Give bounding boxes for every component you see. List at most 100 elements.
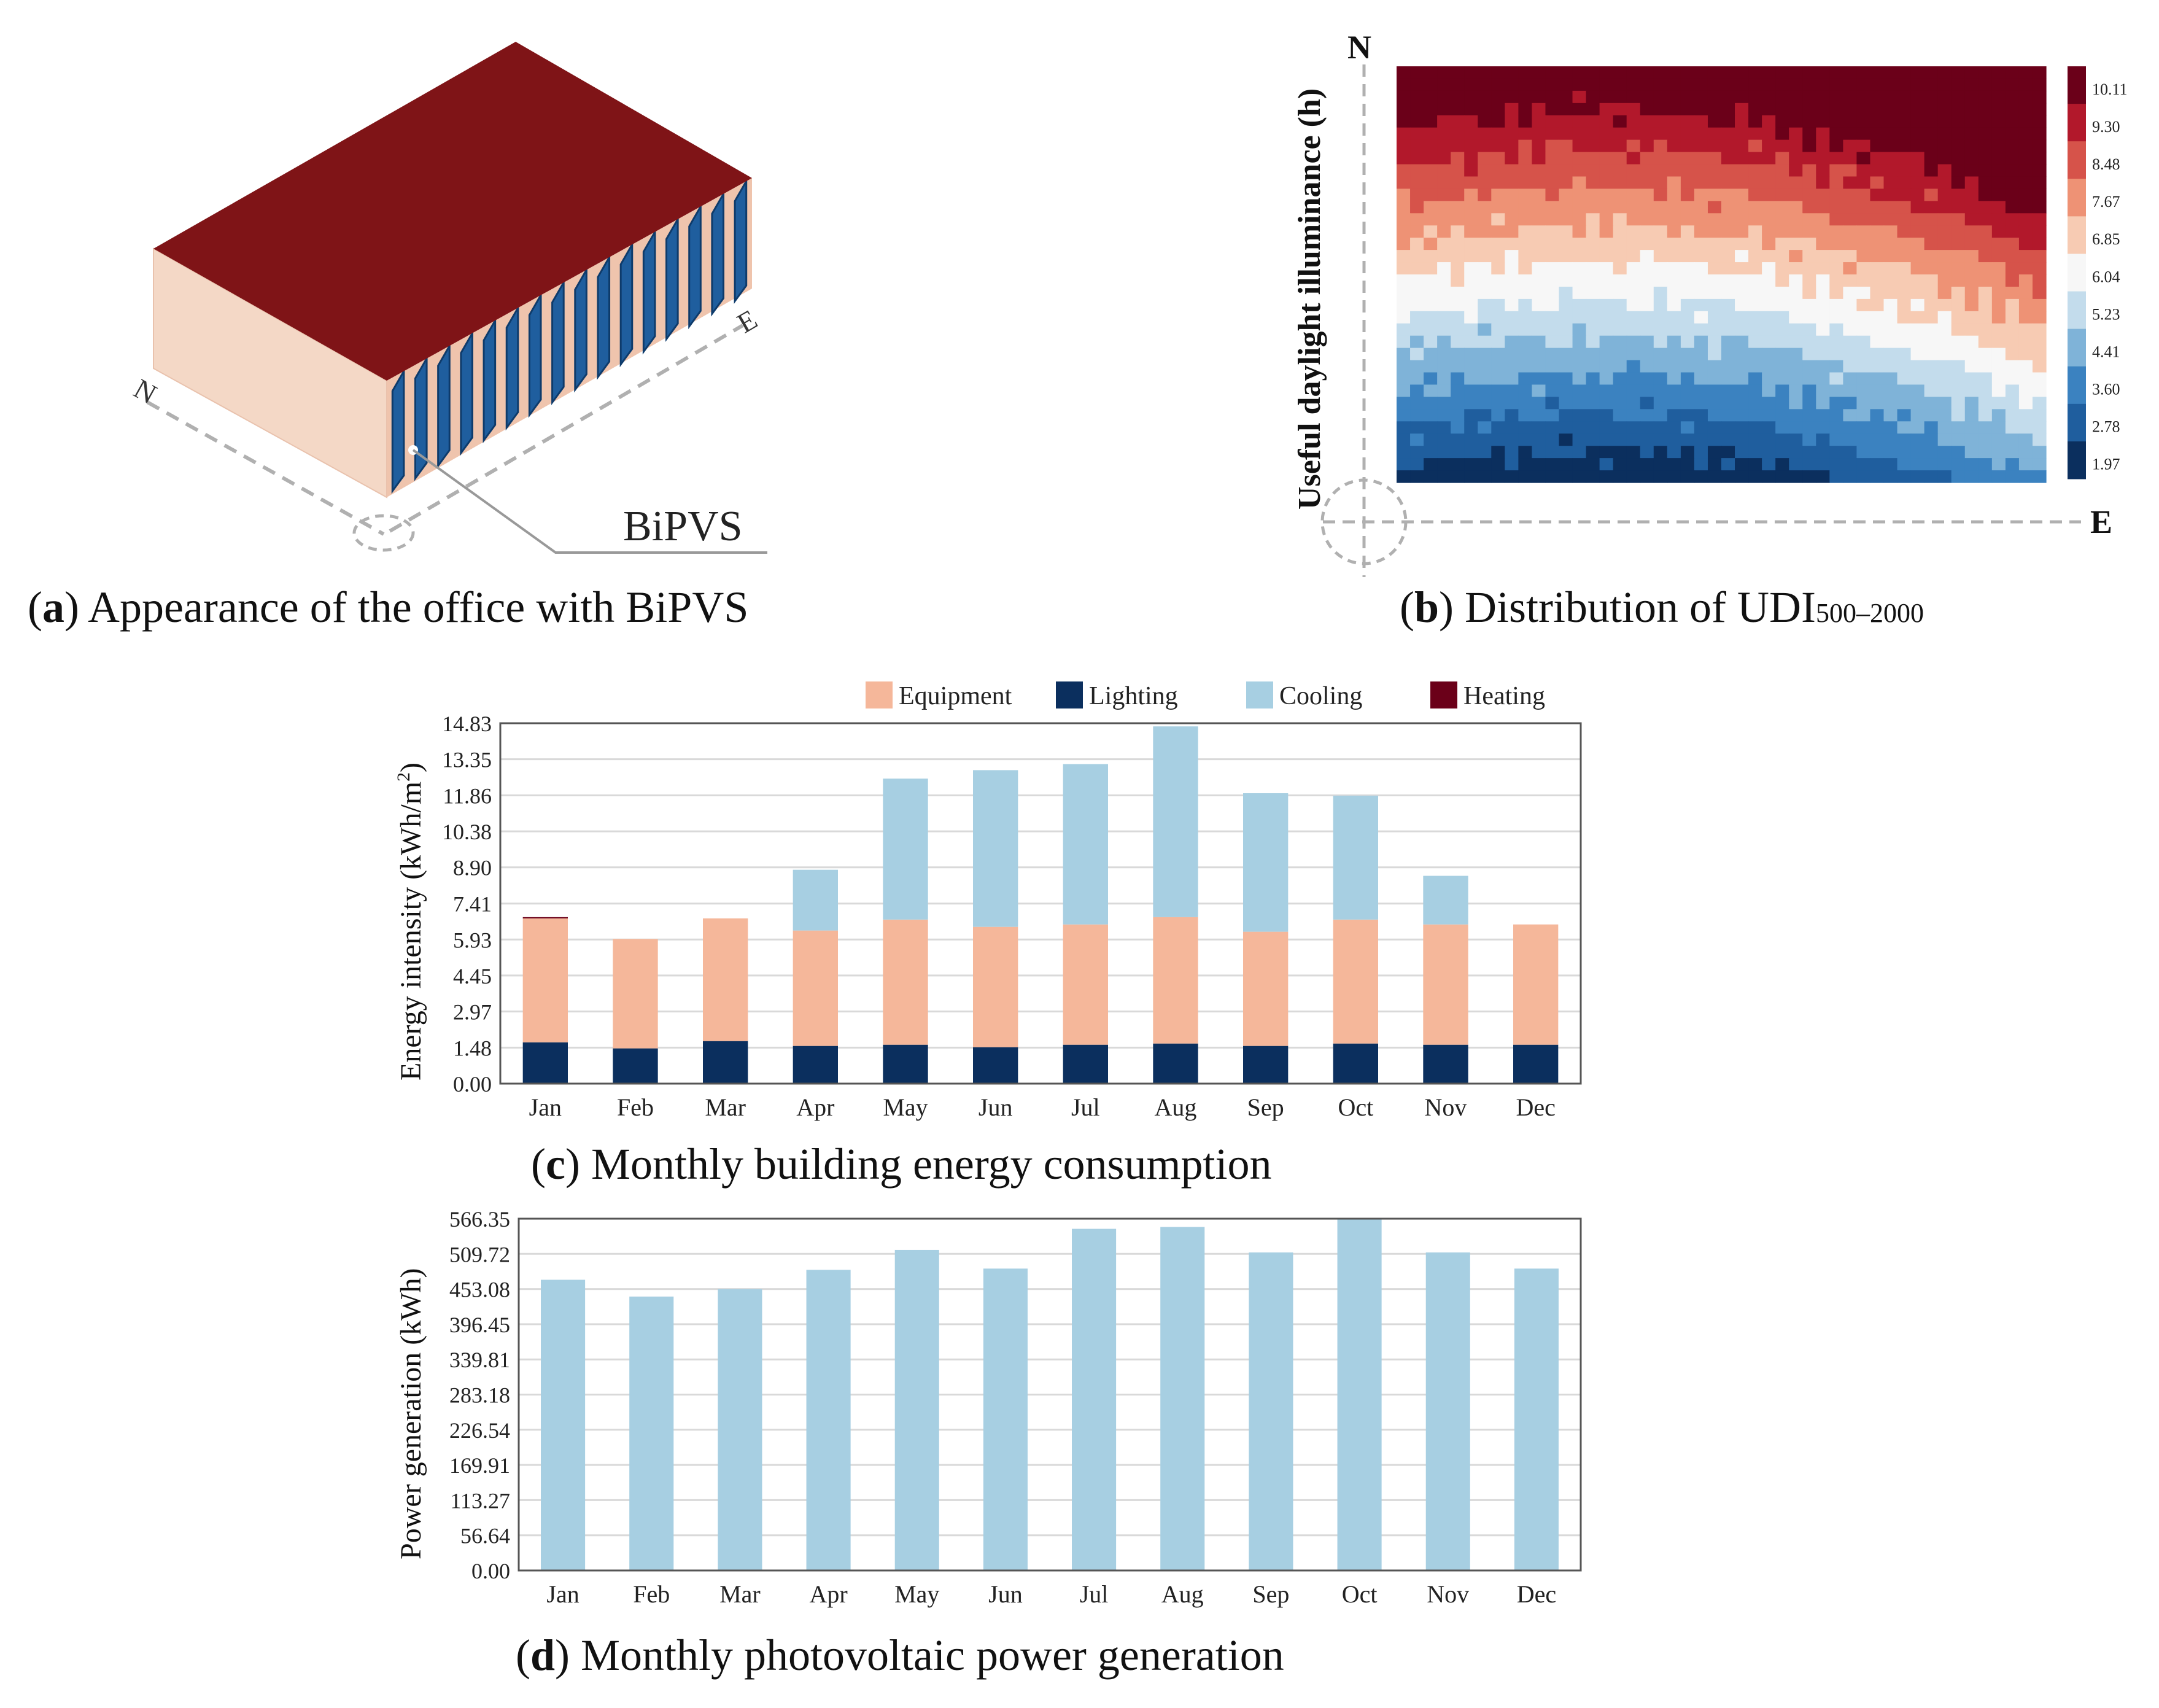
heatmap-cell: [1694, 470, 1708, 483]
heatmap-cell: [1397, 164, 1411, 177]
heatmap-cell: [1545, 188, 1560, 201]
heatmap-cell: [1707, 127, 1722, 141]
heatmap-cell: [1424, 298, 1438, 312]
heatmap-cell: [1991, 384, 2006, 398]
heatmap-cell: [1910, 360, 1925, 373]
heatmap-cell: [1478, 213, 1492, 226]
heatmap-cell: [1775, 458, 1789, 471]
heatmap-cell: [1397, 311, 1411, 324]
y-tick-label: 4.45: [453, 964, 492, 988]
heatmap-cell: [1680, 470, 1695, 483]
heatmap-cell: [1775, 470, 1789, 483]
heatmap-cell: [1910, 409, 1925, 422]
heatmap-cell: [1924, 127, 1939, 141]
y-tick-label: 0.00: [453, 1072, 492, 1097]
heatmap-cell: [1748, 298, 1762, 312]
heatmap-cell: [1816, 397, 1830, 410]
heatmap-cell: [1870, 164, 1885, 177]
heatmap-cell: [1599, 78, 1614, 91]
heatmap-cell: [1829, 298, 1843, 312]
bipvs-leader-line: [412, 449, 767, 554]
heatmap-cell: [2032, 384, 2047, 398]
heatmap-cell: [1613, 470, 1627, 483]
heatmap-cell: [1883, 90, 1898, 104]
heatmap-cell: [1613, 213, 1627, 226]
heatmap-cell: [1748, 213, 1762, 226]
heatmap-cell: [1991, 286, 2006, 300]
heatmap-cell: [1559, 103, 1573, 116]
heatmap-cell: [1694, 323, 1708, 336]
heatmap-cell: [1789, 335, 1803, 349]
heatmap-cell: [1680, 90, 1695, 104]
heatmap-cell: [1897, 66, 1912, 79]
heatmap-cell: [1735, 262, 1749, 275]
heatmap-cell: [1599, 274, 1614, 287]
heatmap-cell: [1829, 433, 1843, 446]
heatmap-cell: [1883, 262, 1898, 275]
heatmap-cell: [1883, 335, 1898, 349]
heatmap-cell: [2032, 115, 2047, 128]
heatmap-cell: [1978, 274, 1993, 287]
heatmap-cell: [1694, 335, 1708, 349]
heatmap-cell: [1559, 115, 1573, 128]
bar-cooling: [793, 869, 838, 931]
heatmap-cell: [1829, 201, 1843, 214]
heatmap-cell: [1748, 66, 1762, 79]
heatmap-cell: [1843, 311, 1858, 324]
heatmap-cell: [1491, 397, 1505, 410]
heatmap-cell: [1897, 152, 1912, 165]
heatmap-cell: [1748, 384, 1762, 398]
heatmap-cell: [1816, 225, 1830, 238]
heatmap-cell: [1870, 225, 1885, 238]
bipvs-panel: [597, 254, 611, 380]
heatmap-cell: [2032, 66, 2047, 79]
heatmap-cell: [1910, 372, 1925, 386]
origin-circle-b: [1320, 478, 1408, 565]
heatmap-cell: [1964, 66, 1979, 79]
heatmap-cell: [1897, 458, 1912, 471]
heatmap-cell: [1897, 90, 1912, 104]
heatmap-cell: [1397, 433, 1411, 446]
colorbar-segment: [2068, 179, 2086, 217]
heatmap-cell: [1991, 433, 2006, 446]
heatmap-cell: [1802, 66, 1816, 79]
heatmap-cell: [1491, 458, 1505, 471]
heatmap-cell: [2005, 164, 2020, 177]
bar-equipment: [1333, 919, 1378, 1044]
bar-equipment: [1423, 924, 1468, 1045]
heatmap-cell: [1410, 90, 1424, 104]
heatmap-cell: [1559, 78, 1573, 91]
heatmap-cell: [1870, 262, 1885, 275]
heatmap-cell: [1937, 103, 1952, 116]
heatmap-cell: [1505, 213, 1519, 226]
heatmap-cell: [1762, 274, 1776, 287]
heatmap-cell: [1870, 103, 1885, 116]
heatmap-cell: [2005, 115, 2020, 128]
heatmap-cell: [1505, 323, 1519, 336]
heatmap-cell: [1937, 298, 1952, 312]
heatmap-cell: [1586, 78, 1600, 91]
heatmap-cell: [1870, 458, 1885, 471]
heatmap-cell: [1397, 274, 1411, 287]
heatmap-cell: [1816, 335, 1830, 349]
heatmap-cell: [1397, 176, 1411, 190]
heatmap-cell: [1586, 250, 1600, 263]
heatmap-cell: [1545, 66, 1560, 79]
heatmap-cell: [1870, 274, 1885, 287]
heatmap-cell: [1653, 311, 1668, 324]
heatmap-cell: [1464, 201, 1478, 214]
bar-cooling: [1063, 764, 1108, 925]
heatmap-cell: [1707, 323, 1722, 336]
heatmap-cell: [1964, 238, 1979, 250]
heatmap-cell: [1397, 335, 1411, 349]
heatmap-cell: [1843, 139, 1858, 153]
heatmap-cell: [2032, 127, 2047, 141]
heatmap-cell: [1951, 238, 1966, 250]
heatmap-cell: [1924, 384, 1939, 398]
heatmap-cell: [1816, 360, 1830, 373]
heatmap-cell: [1653, 262, 1668, 275]
heatmap-cell: [1640, 384, 1654, 398]
heatmap-cell: [1640, 335, 1654, 349]
bar-equipment: [1063, 924, 1108, 1045]
